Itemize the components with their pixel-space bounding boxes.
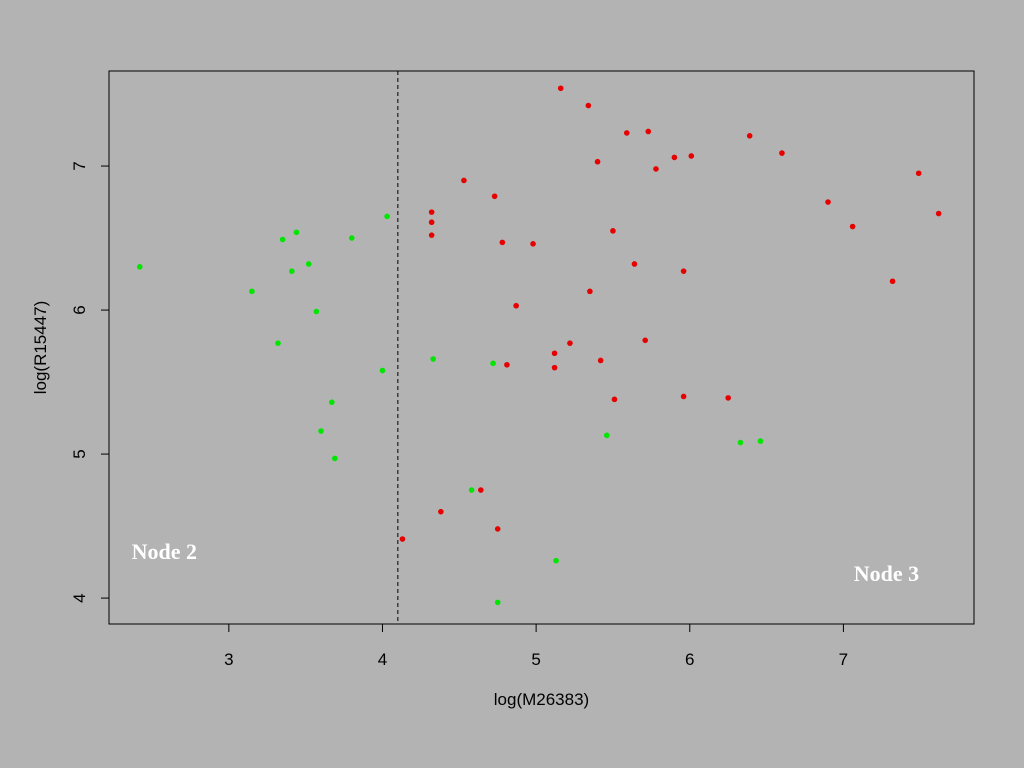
data-point [597, 357, 604, 364]
data-point [680, 268, 687, 274]
data-point [399, 536, 406, 542]
data-point [680, 393, 687, 400]
data-point [594, 158, 601, 165]
data-point [610, 228, 616, 234]
data-point [779, 150, 785, 156]
data-point [504, 361, 510, 368]
y-tick-label: 6 [70, 305, 89, 314]
data-point [249, 288, 255, 295]
data-point [490, 360, 496, 367]
x-tick-label: 4 [378, 650, 387, 669]
data-point [136, 264, 143, 270]
y-tick-label: 4 [70, 593, 89, 602]
data-point [557, 85, 564, 92]
data-point [623, 130, 630, 136]
data-point [725, 395, 731, 401]
data-point [737, 439, 744, 446]
data-point [494, 599, 501, 606]
data-point [587, 288, 593, 295]
data-point [275, 340, 281, 346]
labels-layer: Node 2 Node 3 [132, 539, 920, 586]
data-point [530, 241, 536, 247]
data-point [430, 356, 436, 362]
data-point [653, 166, 659, 172]
data-point [384, 213, 390, 220]
y-tick-label: 5 [70, 449, 89, 458]
data-point [438, 508, 444, 515]
data-point [553, 557, 559, 564]
data-point [746, 133, 753, 139]
data-point [757, 438, 764, 444]
points-layer [136, 85, 942, 606]
data-point [825, 199, 831, 205]
data-point [585, 102, 592, 109]
x-tick-label: 3 [224, 650, 233, 669]
data-point [551, 350, 558, 357]
data-point [611, 396, 618, 403]
data-point [671, 154, 678, 161]
x-tick-label: 6 [685, 650, 694, 669]
plot-frame [108, 70, 975, 625]
data-point [461, 177, 467, 184]
data-point [289, 268, 295, 274]
y-tick-label: 7 [70, 161, 89, 170]
data-point [567, 340, 573, 346]
data-point [645, 128, 652, 135]
x-axis-title: log(M26383) [494, 690, 589, 709]
data-point [428, 219, 435, 226]
series-1 [399, 85, 942, 542]
data-point [849, 223, 856, 230]
data-point [688, 153, 695, 159]
series-0 [136, 213, 764, 606]
data-point [631, 261, 638, 267]
data-point [313, 308, 320, 315]
data-point [551, 364, 558, 371]
data-point [318, 428, 324, 434]
data-point [642, 337, 649, 344]
data-point [494, 526, 501, 532]
data-point [332, 455, 338, 462]
data-point [348, 235, 355, 241]
data-point [889, 278, 896, 285]
node-label: Node 3 [854, 561, 919, 586]
data-point [305, 261, 312, 267]
data-point [428, 232, 435, 238]
x-tick-label: 7 [839, 650, 848, 669]
data-point [293, 229, 300, 236]
x-tick-label: 5 [531, 650, 540, 669]
data-point [478, 487, 484, 493]
node-label: Node 2 [132, 539, 197, 564]
data-point [428, 209, 435, 215]
data-point [379, 367, 386, 374]
data-point [513, 302, 519, 309]
y-axis-title: log(R15447) [31, 301, 50, 395]
data-point [491, 193, 498, 200]
data-point [499, 239, 506, 246]
data-point [328, 399, 335, 406]
data-point [279, 236, 286, 243]
data-point [468, 487, 475, 493]
data-point [935, 210, 942, 217]
data-point [915, 170, 922, 177]
data-point [603, 432, 610, 439]
